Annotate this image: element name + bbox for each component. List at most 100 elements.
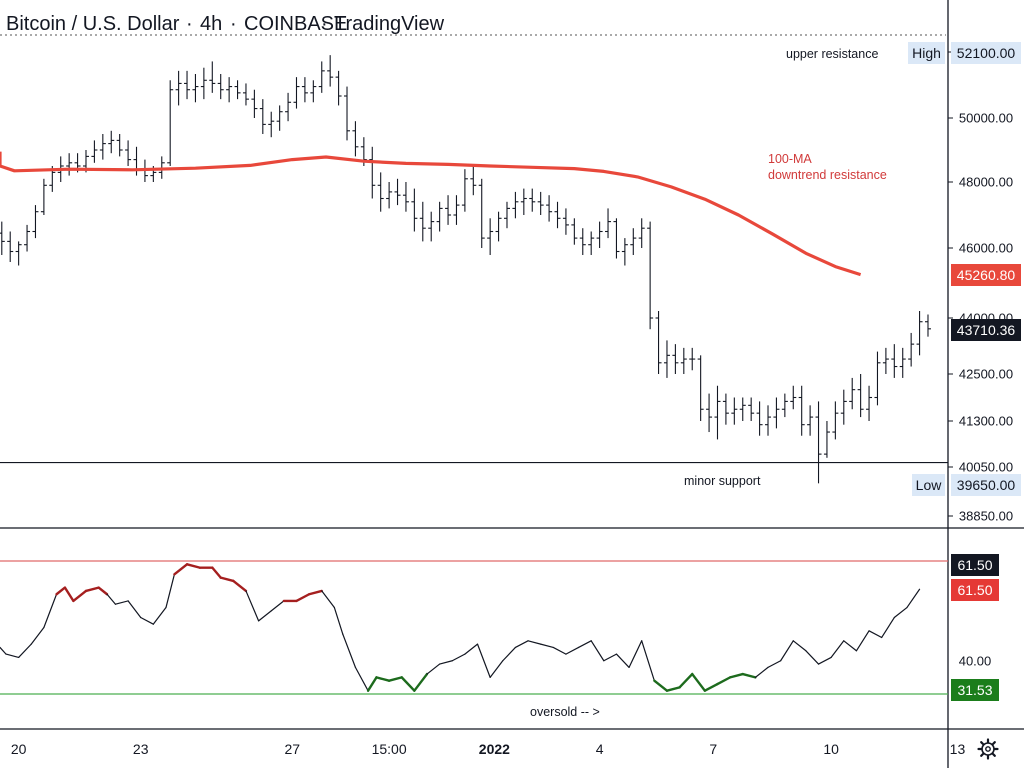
rsi-segment <box>127 600 142 619</box>
rsi-segment <box>906 588 921 609</box>
price-tick-label: 46000.00 <box>959 241 1013 256</box>
rsi-segment <box>400 676 416 692</box>
candle <box>571 218 578 245</box>
rsi-segment <box>114 600 129 605</box>
candle <box>924 314 931 337</box>
candle <box>40 178 47 215</box>
price-tick-label: 48000.00 <box>959 175 1013 190</box>
candle <box>503 201 510 229</box>
candle <box>419 201 426 242</box>
candle <box>24 224 31 252</box>
rsi-segment <box>728 672 744 679</box>
last-price-tag: 43710.36 <box>951 319 1021 341</box>
header-separator: · <box>230 13 237 35</box>
candle <box>680 347 687 374</box>
rsi-segment <box>716 676 732 686</box>
candle <box>200 67 207 100</box>
time-tick-label: 2022 <box>479 741 510 757</box>
rsi-segment <box>451 653 466 662</box>
low-label: Low <box>916 477 943 493</box>
rsi-segment <box>893 606 908 619</box>
rsi-segment <box>590 640 605 662</box>
rsi-pane[interactable]: oversold -- > <box>0 560 948 719</box>
rsi-segment <box>165 573 175 609</box>
candle <box>605 208 612 239</box>
candle <box>293 77 300 109</box>
candle <box>706 393 713 433</box>
rsi-segment <box>295 593 311 603</box>
candle <box>908 332 915 367</box>
time-tick-label: 13 <box>950 741 966 757</box>
low-value-bg <box>951 474 1021 496</box>
candle <box>689 347 696 371</box>
candle <box>335 70 342 106</box>
rsi-segment <box>641 640 655 682</box>
candle <box>487 218 494 255</box>
candle <box>562 208 569 235</box>
rsi-segment <box>232 579 248 593</box>
candle <box>461 169 468 212</box>
candle <box>411 188 418 232</box>
rsi-segment <box>342 633 357 669</box>
time-axis[interactable]: 20 23 27 15:00 2022 4 7 10 13 <box>11 741 966 757</box>
time-tick-label: 15:00 <box>372 741 407 757</box>
rsi-segment <box>30 626 45 645</box>
candle <box>192 74 199 103</box>
rsi-segment <box>868 630 883 639</box>
rsi-segment <box>767 660 782 669</box>
candle <box>899 347 906 378</box>
rsi-lower-tag-bg <box>951 679 999 701</box>
candle <box>790 385 797 410</box>
candle <box>512 191 519 219</box>
candle <box>663 340 670 378</box>
gear-icon[interactable] <box>977 738 999 760</box>
candle <box>99 134 106 160</box>
rsi-segment <box>375 676 391 682</box>
price-tick-label: 40050.00 <box>959 460 1013 475</box>
candle <box>588 231 595 255</box>
rsi-lower-tag: 31.53 <box>951 679 999 701</box>
rsi-segment <box>140 616 154 625</box>
candle <box>478 178 485 248</box>
rsi-segment <box>780 640 794 662</box>
candle <box>125 140 132 166</box>
candle <box>672 344 679 374</box>
rsi-segment <box>843 640 858 652</box>
candle <box>453 195 460 225</box>
candle <box>32 205 39 239</box>
rsi-current-tag-bg <box>951 579 999 601</box>
rsi-segment <box>219 576 235 583</box>
header-separator: · <box>321 13 328 35</box>
price-pane[interactable]: upper resistance 100-MA downtrend resist… <box>0 47 948 488</box>
candle <box>832 401 839 440</box>
rsi-segment <box>514 640 529 649</box>
rsi-segment <box>106 593 117 605</box>
header-separator: · <box>186 13 193 35</box>
rsi-segment <box>577 640 592 649</box>
candle <box>167 80 174 166</box>
rsi-segment <box>84 586 100 593</box>
candle <box>318 61 325 93</box>
candle <box>327 55 334 87</box>
candle <box>175 70 182 106</box>
candle <box>402 182 409 212</box>
rsi-segment <box>665 686 681 692</box>
candle <box>344 86 351 141</box>
rsi-segment <box>211 566 222 579</box>
ma-value: 45260.80 <box>957 267 1016 283</box>
annotation-downtrend-resistance: downtrend resistance <box>768 168 887 182</box>
rsi-segment <box>881 616 895 639</box>
rsi-segment <box>628 640 643 669</box>
rsi-axis[interactable]: 40.00 <box>959 653 992 668</box>
candle <box>428 211 435 242</box>
candle <box>116 134 123 157</box>
ma-value-tag: 45260.80 <box>951 264 1021 286</box>
time-tick-label: 20 <box>11 741 27 757</box>
chart-header: Bitcoin / U.S. Dollar · 4h · COINBASE · … <box>6 13 445 35</box>
candle <box>234 80 241 100</box>
rsi-segment <box>72 589 88 603</box>
low-tag: Low <box>912 474 945 496</box>
rsi-segment <box>333 606 344 635</box>
candle <box>7 231 14 262</box>
